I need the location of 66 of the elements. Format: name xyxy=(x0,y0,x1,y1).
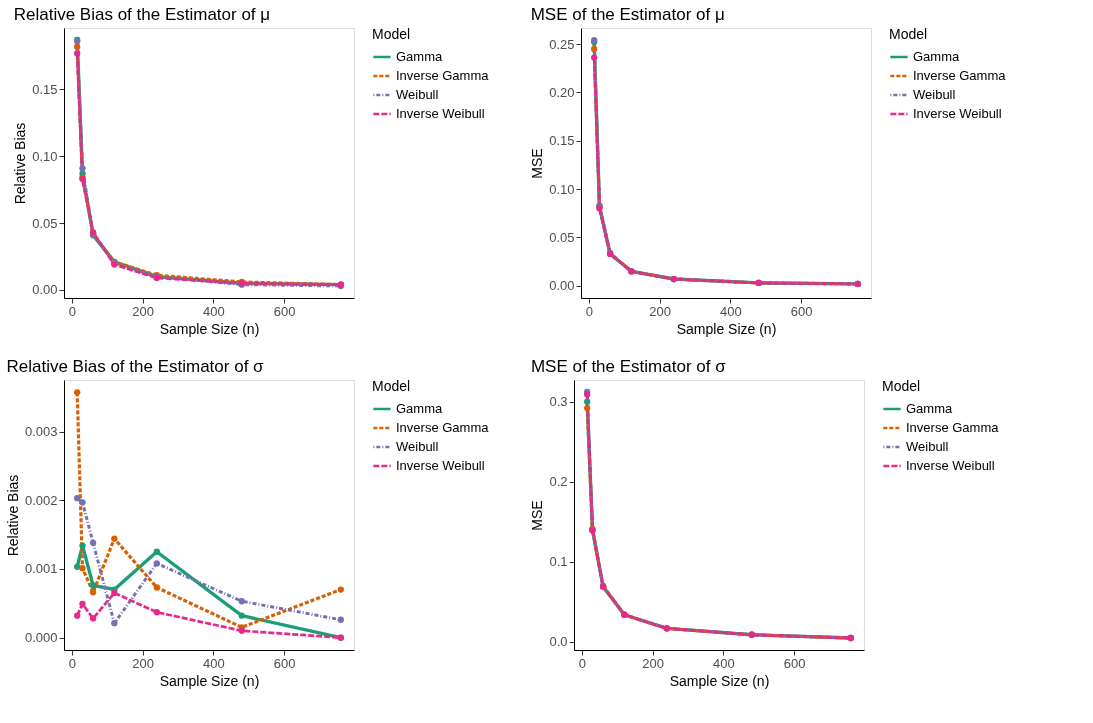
legend-title: Model xyxy=(372,378,411,394)
legend-label: Gamma xyxy=(906,401,953,416)
x-tick-label: 0 xyxy=(68,655,76,671)
x-tick-label: 200 xyxy=(649,303,671,319)
y-axis-title: Relative Bias xyxy=(12,122,29,205)
x-tick-label: 600 xyxy=(273,303,296,319)
legend-label: Inverse Gamma xyxy=(906,420,1000,435)
legend-label: Inverse Weibull xyxy=(913,106,1002,121)
y-tick-label: 0.0 xyxy=(549,634,568,650)
y-tick-label: 0.000 xyxy=(24,630,58,646)
x-tick-label: 0 xyxy=(585,303,593,319)
y-tick-label: 0.2 xyxy=(549,474,568,490)
x-tick-label: 600 xyxy=(790,303,813,319)
y-tick-label: 0.15 xyxy=(549,133,575,149)
x-tick-label: 400 xyxy=(720,303,742,319)
legend-label: Weibull xyxy=(913,87,956,102)
legend-label: Inverse Gamma xyxy=(913,68,1007,83)
x-tick-label: 200 xyxy=(132,303,154,319)
legend-label: Gamma xyxy=(396,401,443,416)
legend-title: Model xyxy=(889,26,928,42)
x-axis-title: Sample Size (n) xyxy=(669,672,770,689)
legend-label: Inverse Weibull xyxy=(396,106,485,121)
legend-label: Inverse Weibull xyxy=(396,458,485,473)
chart-title: MSE of the Estimator of σ xyxy=(530,357,727,376)
y-axis-title: Relative Bias xyxy=(4,474,21,557)
y-tick-label: 0.10 xyxy=(32,148,58,164)
x-tick-label: 400 xyxy=(203,303,225,319)
y-tick-label: 0.15 xyxy=(32,81,58,97)
x-tick-label: 200 xyxy=(132,655,154,671)
x-tick-label: 0 xyxy=(578,655,586,671)
y-axis-title: MSE xyxy=(529,500,546,531)
legend-label: Inverse Weibull xyxy=(906,458,995,473)
y-axis-title: MSE xyxy=(529,148,546,179)
x-tick-label: 0 xyxy=(68,303,76,319)
chart-title: MSE of the Estimator of μ xyxy=(530,5,725,24)
x-axis-title: Sample Size (n) xyxy=(159,672,260,689)
legend-label: Weibull xyxy=(906,439,949,454)
legend-title: Model xyxy=(372,26,411,42)
x-axis-title: Sample Size (n) xyxy=(676,320,777,337)
y-tick-label: 0.1 xyxy=(549,554,568,570)
legend-label: Gamma xyxy=(913,49,960,64)
x-axis-title: Sample Size (n) xyxy=(159,320,260,337)
y-tick-label: 0.003 xyxy=(24,424,58,440)
y-tick-label: 0.05 xyxy=(32,215,58,231)
legend-label: Inverse Gamma xyxy=(396,420,490,435)
y-tick-label: 0.00 xyxy=(32,282,58,298)
y-tick-label: 0.20 xyxy=(549,84,575,100)
y-tick-label: 0.05 xyxy=(549,229,575,245)
chart-title: Relative Bias of the Estimator of σ xyxy=(6,357,265,376)
legend-label: Inverse Gamma xyxy=(396,68,490,83)
x-tick-label: 400 xyxy=(713,655,735,671)
x-tick-label: 600 xyxy=(783,655,806,671)
y-tick-label: 0.3 xyxy=(549,394,568,410)
legend-label: Weibull xyxy=(396,87,439,102)
legend-label: Weibull xyxy=(396,439,439,454)
y-tick-label: 0.25 xyxy=(549,36,575,52)
x-tick-label: 600 xyxy=(273,655,296,671)
x-tick-label: 200 xyxy=(642,655,664,671)
y-tick-label: 0.00 xyxy=(549,278,575,294)
legend-label: Gamma xyxy=(396,49,443,64)
chart-title: Relative Bias of the Estimator of μ xyxy=(13,5,271,24)
y-tick-label: 0.001 xyxy=(24,561,58,577)
y-tick-label: 0.002 xyxy=(24,492,58,508)
y-tick-label: 0.10 xyxy=(549,181,575,197)
x-tick-label: 400 xyxy=(203,655,225,671)
legend-title: Model xyxy=(882,378,921,394)
